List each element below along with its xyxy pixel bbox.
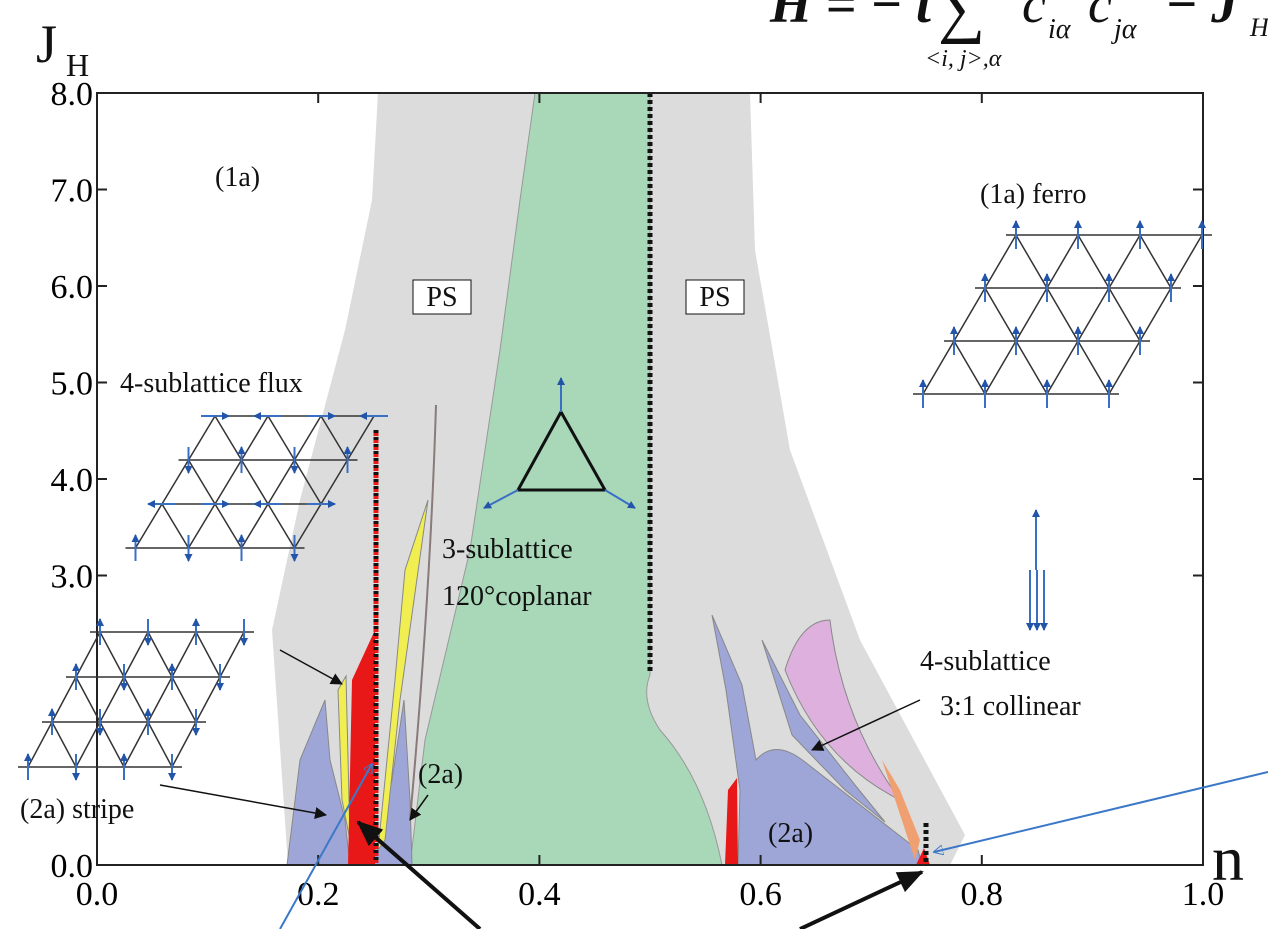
lattice-bond [923,341,954,394]
annotation: (2a) [768,818,813,849]
y-tick-label: 7.0 [51,173,94,210]
formula-tail: − J [1165,0,1240,34]
y-axis-label-sub: H [66,47,89,83]
lattice-bond [1016,341,1047,394]
big-arrow [800,872,922,929]
lattice-bond [100,677,124,722]
annotation: (2a) [418,759,463,790]
lattice-bond [1078,235,1109,288]
lattice-bond [1016,235,1047,288]
annotation: 4-sublattice flux [120,368,303,399]
y-tick-label: 6.0 [51,269,94,306]
lattice-bond [1109,341,1140,394]
formula-term: c [1088,0,1112,34]
lattice-bond [268,504,295,548]
lattice-bond [52,722,76,767]
formula: H = − t ∑ <i, j>,α c iα c jα − J H [769,0,1268,72]
lattice-bond [172,632,196,677]
y-tick-label: 5.0 [51,366,94,403]
lattice-bond [1140,288,1171,341]
x-tick-label: 0.8 [961,876,1004,913]
annotation: PS [426,282,457,313]
lattice-bond [189,460,216,504]
lattice-bond [242,460,269,504]
annotation: 120°coplanar [442,581,592,612]
annotation: 4-sublattice [920,646,1051,677]
y-axis-label: J [36,14,57,74]
lattice-bond [1171,235,1202,288]
lattice-bond [1078,288,1109,341]
lattice-bond [1140,235,1171,288]
annotation: (1a) [215,162,260,193]
phase-regions [272,93,965,865]
lattice-bond [954,288,985,341]
formula-sub: <i, j>,α [925,46,1002,72]
lattice-bond [124,722,148,767]
annotation: 3:1 collinear [940,691,1081,722]
lattice-bond [100,722,124,767]
lattice-bond [100,632,124,677]
lattice-bond [148,632,172,677]
lattice-bond [148,677,172,722]
collinear-icon [1030,510,1044,630]
formula-lhs: H = − t [769,0,933,34]
lattice-bond [1047,341,1078,394]
lattice [18,619,254,780]
lattice-bond [985,288,1016,341]
y-tick-label: 4.0 [51,462,94,499]
lattice-bond [189,504,216,548]
lattice-bond [242,504,269,548]
y-tick-label: 3.0 [51,559,94,596]
lattice-bond [189,416,216,460]
lattice-bond [172,722,196,767]
lattice-bond [196,677,220,722]
formula-sub: jα [1111,14,1138,45]
formula-sub: iα [1048,14,1072,45]
lattice-bond [242,416,269,460]
lattice-bond [124,632,148,677]
lattice-bond [268,416,295,460]
formula-sub: H [1249,13,1268,42]
lattice-bond [196,632,220,677]
lattice-bond [220,632,244,677]
annotation: PS [699,282,730,313]
x-tick-label: 0.4 [518,876,561,913]
lattice-bond [268,460,295,504]
lattice-bond [215,460,242,504]
lattice-bond [985,235,1016,288]
lattice-bond [215,504,242,548]
lattice [913,221,1212,408]
lattice-bond [1047,288,1078,341]
lattice-bond [28,722,52,767]
lattice-bond [215,416,242,460]
y-tick-label: 0.0 [51,848,94,885]
lattice-bond [162,504,189,548]
lattice-bond [985,341,1016,394]
lattice-bond [1016,288,1047,341]
lattice-bond [954,341,985,394]
lattice-bond [1109,235,1140,288]
lattice-bond [1047,235,1078,288]
formula-term: c [1022,0,1046,34]
x-axis-label: n [1212,823,1244,894]
annotation: (2a) stripe [20,794,134,825]
lattice-bond [1078,341,1109,394]
x-tick-label: 0.6 [739,876,782,913]
lattice-bond [136,504,163,548]
x-tick-label: 0.2 [297,876,340,913]
formula-sum: ∑ [938,0,985,45]
lattice-bond [1109,288,1140,341]
lattice-bond [172,677,196,722]
lattice-bond [52,677,76,722]
lattice-bond [124,677,148,722]
annotation: 3-sublattice [442,534,573,565]
lattice-bond [148,722,172,767]
annotation: (1a) ferro [980,179,1086,210]
chart: 0.00.20.40.60.81.00.03.04.05.06.07.08.0 … [0,0,1268,929]
lattice-bond [162,460,189,504]
